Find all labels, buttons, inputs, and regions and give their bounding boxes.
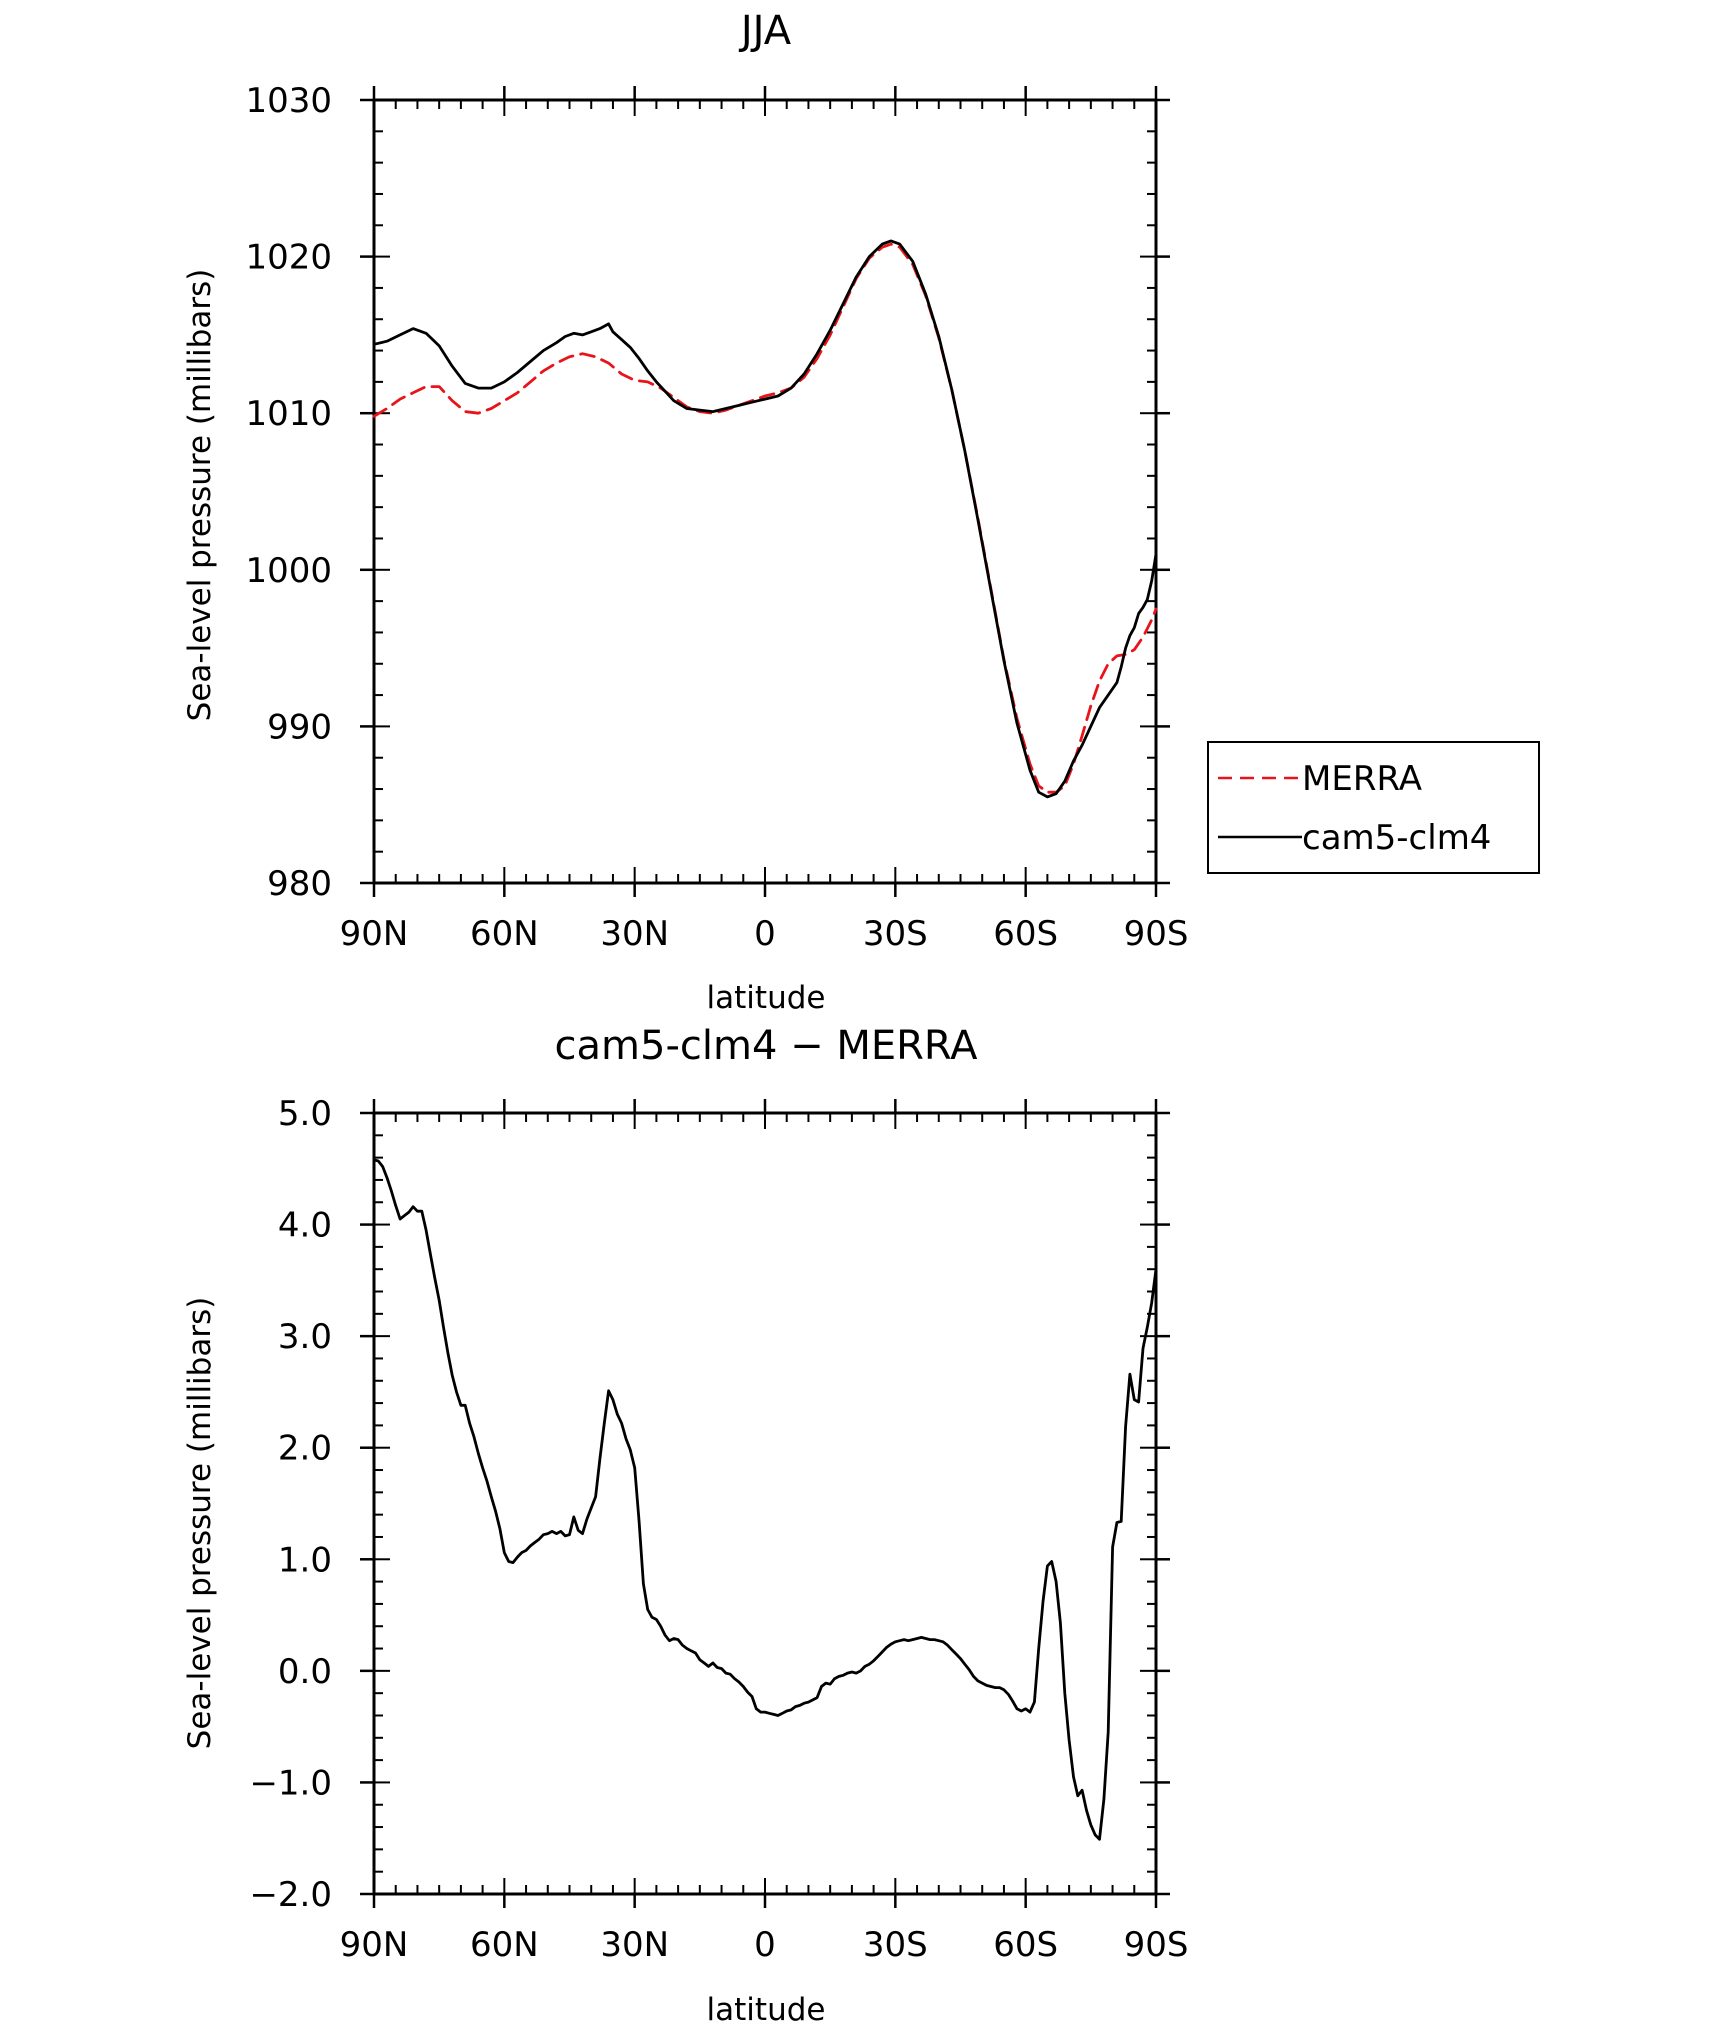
bottom-y-tick-label: 2.0 [278, 1429, 332, 1469]
top-series-group [372, 239, 1158, 799]
top-x-axis-title: latitude [707, 980, 826, 1016]
bottom-series-group [372, 1158, 1158, 1841]
top-x-tick-label: 60S [993, 914, 1058, 954]
bottom-y-tick-label: 5.0 [278, 1094, 332, 1134]
bottom-y-tick-label: 3.0 [278, 1317, 332, 1357]
top-y-tick-label: 1010 [245, 394, 332, 434]
bottom-axes: 90N 60N 30N 0 30S 60S 90S −2.0 −1.0 0.0 1.0 2.0 3.0 4… [249, 1094, 1188, 1965]
bottom-x-tick-label: 90S [1124, 1925, 1189, 1965]
top-y-tick-label: 990 [267, 707, 332, 747]
bottom-y-axis-title: Sea-level pressure (millibars) [182, 1297, 218, 1750]
bottom-plot-frame [372, 1111, 1158, 1896]
top-y-tick-label: 1000 [245, 551, 332, 591]
top-y-tick-label: 1030 [245, 81, 332, 121]
top-y-tick-label: 980 [267, 864, 332, 904]
top-x-tick-label: 90N [340, 914, 409, 954]
bottom-series-cam5-clm4-merra [372, 1158, 1158, 1841]
top-x-tick-label: 0 [754, 914, 776, 954]
top-x-tick-label: 90S [1124, 914, 1189, 954]
top-panel: JJA 90N 60N 30N 0 30S 60S 90S 980 990 1000 1010 102… [182, 8, 1540, 1016]
bottom-y-tick-label: −2.0 [249, 1875, 332, 1915]
top-plot-frame [372, 98, 1158, 885]
bottom-x-tick-label: 60S [993, 1925, 1058, 1965]
top-x-tick-label: 60N [470, 914, 539, 954]
bottom-x-tick-label: 60N [470, 1925, 539, 1965]
bottom-x-tick-label: 90N [340, 1925, 409, 1965]
legend: MERRA cam5-clm4 [1207, 741, 1540, 874]
bottom-panel: cam5-clm4 − MERRA 90N 60N 30N 0 30S 60S 90S −2.… [182, 1023, 1188, 2021]
bottom-x-tick-label: 0 [754, 1925, 776, 1965]
top-y-tick-label: 1020 [245, 238, 332, 278]
bottom-x-tick-label: 30S [863, 1925, 928, 1965]
top-x-tick-label: 30N [600, 914, 669, 954]
bottom-y-tick-label: 1.0 [278, 1540, 332, 1580]
bottom-y-tick-label: 4.0 [278, 1206, 332, 1246]
bottom-title: cam5-clm4 − MERRA [555, 1023, 979, 1069]
bottom-y-tick-label: 0.0 [278, 1652, 332, 1692]
legend-label-merra: MERRA [1302, 759, 1422, 799]
top-axes: 90N 60N 30N 0 30S 60S 90S 980 990 1000 1010 1020 103… [245, 81, 1188, 954]
top-series-cam5-clm4 [372, 239, 1158, 799]
top-x-tick-label: 30S [863, 914, 928, 954]
bottom-x-tick-label: 30N [600, 1925, 669, 1965]
bottom-x-axis-title: latitude [707, 1992, 826, 2021]
top-y-axis-title: Sea-level pressure (millibars) [182, 269, 218, 722]
top-series-merra [372, 242, 1158, 794]
legend-label-cam5-clm4: cam5-clm4 [1302, 818, 1491, 858]
top-title: JJA [738, 8, 792, 54]
legend-box [1207, 741, 1540, 874]
bottom-y-tick-label: −1.0 [249, 1763, 332, 1803]
